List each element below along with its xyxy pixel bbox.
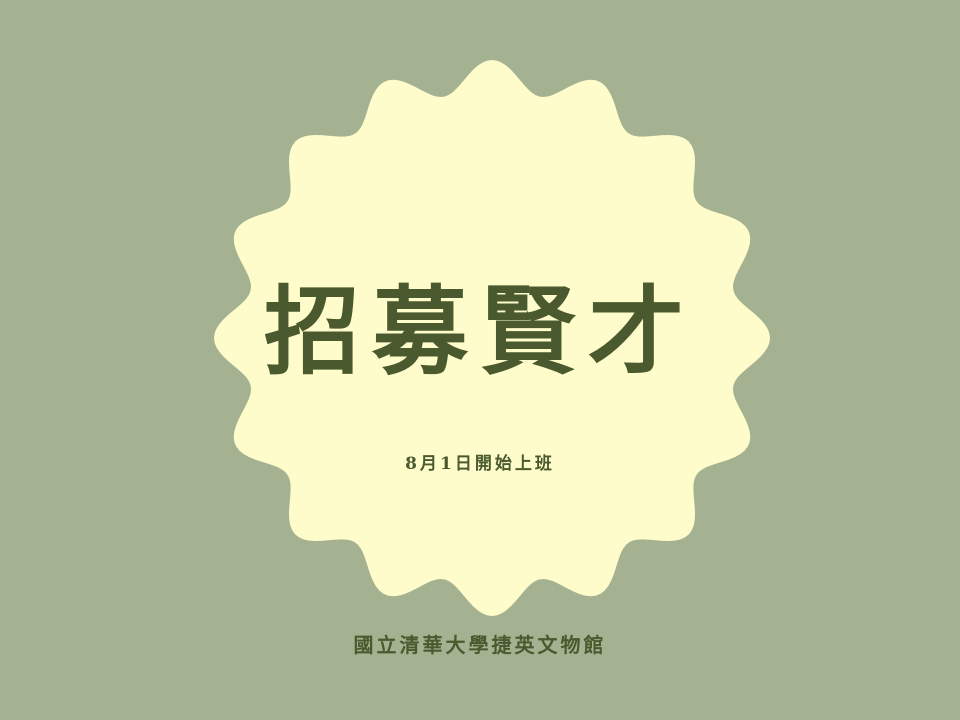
badge-shape bbox=[214, 60, 770, 616]
organization-name: 國立清華大學捷英文物館 bbox=[353, 633, 607, 657]
poster-title: 招募賢才 bbox=[264, 275, 696, 388]
start-date-text: 8月1日開始上班 bbox=[405, 454, 555, 474]
